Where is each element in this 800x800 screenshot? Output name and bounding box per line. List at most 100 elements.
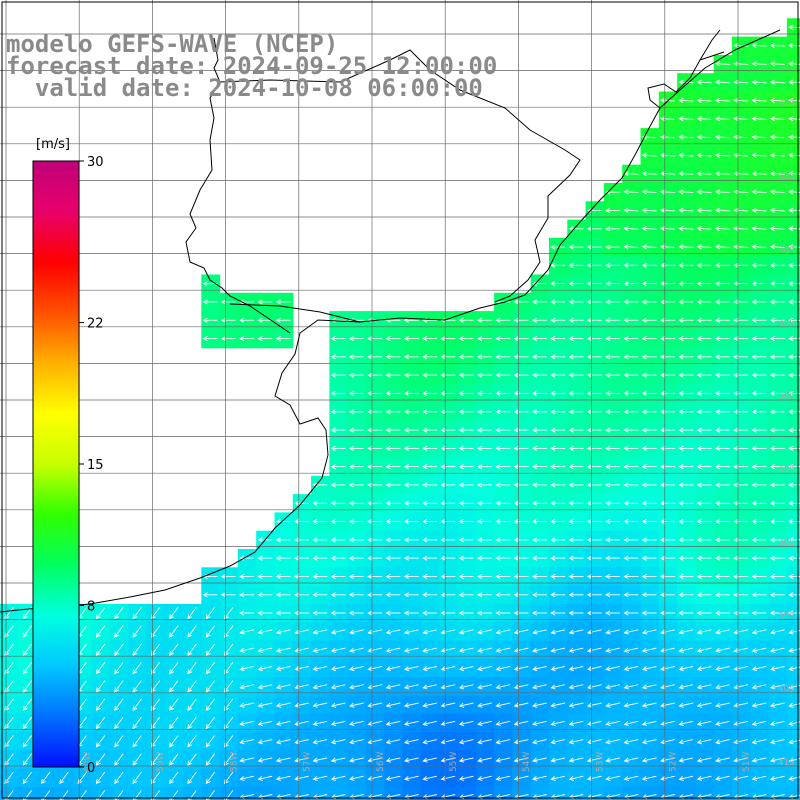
wind-arrow: [440, 610, 456, 616]
wind-arrow: [187, 698, 197, 711]
wind-arrow: [257, 775, 273, 781]
wind-arrow: [458, 775, 474, 781]
wind-arrow: [440, 573, 456, 579]
wind-arrow: [169, 735, 179, 748]
wind-arrow: [714, 409, 730, 415]
wind-arrow: [531, 299, 547, 305]
wind-arrow: [458, 610, 474, 616]
wind-arrow: [169, 698, 179, 711]
wind-arrow: [550, 372, 566, 378]
latitude-label: 35S: [778, 319, 795, 329]
wind-arrow: [169, 680, 179, 693]
wind-arrow: [440, 336, 456, 342]
wind-arrow: [330, 775, 346, 781]
wind-arrow: [330, 573, 346, 579]
wind-arrow: [696, 519, 712, 525]
wind-arrow: [403, 610, 419, 616]
wind-arrow: [733, 555, 749, 561]
wind-arrow: [751, 171, 767, 177]
wind-arrow: [41, 771, 51, 785]
wind-arrow: [95, 680, 106, 693]
wind-arrow: [550, 500, 566, 506]
wind-arrow: [788, 409, 800, 415]
colorbar-gradient: [32, 160, 80, 768]
wind-arrow: [114, 698, 124, 711]
wind-arrow: [751, 97, 767, 103]
wind-arrow: [385, 354, 401, 360]
wind-arrow: [696, 409, 712, 415]
wind-arrow: [623, 262, 639, 268]
wind-arrow: [568, 464, 584, 470]
wind-arrow: [769, 152, 785, 158]
wind-arrow: [513, 739, 529, 745]
wind-arrow: [440, 665, 456, 672]
wind-arrow: [678, 775, 694, 781]
wind-arrow: [550, 409, 566, 415]
wind-arrow: [224, 643, 234, 657]
wind-arrow: [550, 464, 566, 470]
wind-arrow: [403, 739, 419, 745]
wind-arrow: [422, 336, 438, 342]
wind-arrow: [385, 409, 401, 415]
wind-arrow: [476, 555, 492, 561]
wind-cell: [786, 54, 800, 74]
wind-arrow: [568, 702, 584, 708]
wind-arrow: [660, 757, 675, 763]
wind-arrow: [733, 317, 749, 323]
wind-arrow: [788, 629, 800, 635]
wind-arrow: [330, 610, 346, 616]
wind-arrow: [513, 629, 529, 635]
wind-arrow: [714, 317, 730, 323]
wind-arrow: [733, 354, 749, 360]
wind-arrow: [440, 739, 456, 745]
wind-arrow: [422, 702, 437, 708]
wind-arrow: [312, 573, 328, 579]
wind-arrow: [733, 592, 749, 598]
wind-arrow: [403, 665, 419, 672]
wind-arrow: [769, 445, 785, 451]
wind-arrow: [440, 537, 456, 543]
colorbar: [m/s] 30 22 15 8 0: [32, 137, 104, 776]
wind-arrow: [476, 336, 492, 342]
wind-arrow: [605, 336, 620, 342]
wind-arrow: [641, 629, 657, 635]
wind-arrow: [403, 592, 419, 598]
wind-arrow: [205, 643, 215, 657]
wind-arrow: [788, 464, 800, 470]
wind-arrow: [495, 390, 511, 396]
wind-arrow: [422, 500, 438, 506]
wind-arrow: [623, 281, 639, 287]
wind-arrow: [586, 665, 602, 672]
wind-arrow: [440, 519, 456, 525]
wind-arrow: [422, 647, 437, 653]
wind-arrow: [275, 775, 291, 781]
colorbar-tick-label: 22: [87, 317, 104, 332]
wind-arrow: [95, 716, 106, 730]
wind-arrow: [4, 698, 14, 711]
wind-arrow: [641, 720, 657, 727]
wind-arrow: [769, 629, 785, 635]
wind-arrow: [385, 555, 401, 561]
wind-arrow: [22, 753, 32, 766]
wind-arrow: [788, 354, 800, 360]
wind-arrow: [586, 409, 602, 415]
wind-arrow: [660, 684, 675, 690]
wind-arrow: [348, 409, 364, 415]
wind-arrow: [132, 753, 142, 766]
wind-arrow: [385, 592, 401, 598]
wind-cell: [128, 786, 147, 800]
wind-arrow: [788, 244, 800, 250]
wind-arrow: [367, 555, 383, 561]
wind-arrow: [476, 464, 492, 470]
wind-arrow: [733, 61, 749, 67]
wind-arrow: [330, 739, 346, 745]
wind-arrow: [257, 573, 273, 579]
wind-arrow: [788, 152, 800, 158]
wind-arrow: [440, 702, 456, 708]
wind-arrow: [568, 500, 584, 506]
wind-arrow: [751, 189, 767, 195]
wind-arrow: [568, 573, 584, 579]
wind-arrow: [367, 409, 383, 415]
wind-arrow: [513, 482, 529, 488]
wind-arrow: [513, 500, 529, 506]
